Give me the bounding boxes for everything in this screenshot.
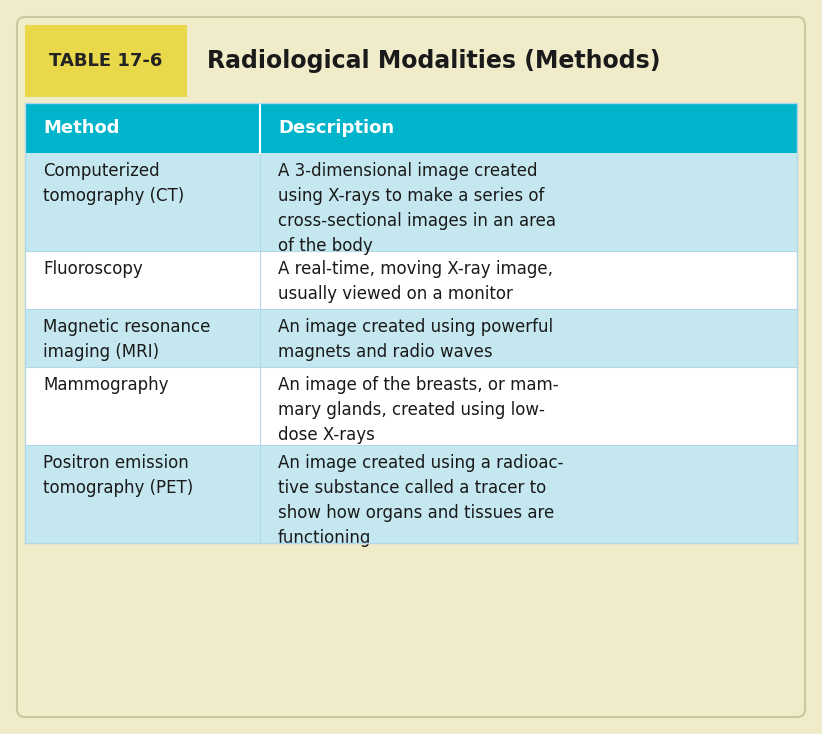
Bar	[25, 309, 797, 367]
Bar	[25, 103, 797, 153]
FancyBboxPatch shape	[25, 25, 187, 97]
Text: Radiological Modalities (Methods): Radiological Modalities (Methods)	[207, 49, 661, 73]
Text: Fluoroscopy: Fluoroscopy	[43, 260, 143, 278]
Text: An image created using a radioac-
tive substance called a tracer to
show how org: An image created using a radioac- tive s…	[278, 454, 564, 547]
Text: A 3-dimensional image created
using X-rays to make a series of
cross-sectional i: A 3-dimensional image created using X-ra…	[278, 162, 556, 255]
Bar	[25, 367, 797, 445]
Text: TABLE 17-6: TABLE 17-6	[49, 52, 163, 70]
Bar	[25, 103, 797, 543]
Text: Mammography: Mammography	[43, 376, 169, 394]
FancyBboxPatch shape	[17, 17, 805, 717]
Text: An image created using powerful
magnets and radio waves: An image created using powerful magnets …	[278, 318, 553, 361]
Text: Computerized
tomography (CT): Computerized tomography (CT)	[43, 162, 184, 205]
Text: A real-time, moving X-ray image,
usually viewed on a monitor: A real-time, moving X-ray image, usually…	[278, 260, 553, 303]
Text: Magnetic resonance
imaging (MRI): Magnetic resonance imaging (MRI)	[43, 318, 210, 361]
Bar	[25, 153, 797, 251]
Bar	[25, 445, 797, 543]
Text: Description: Description	[278, 119, 394, 137]
Text: An image of the breasts, or mam-
mary glands, created using low-
dose X-rays: An image of the breasts, or mam- mary gl…	[278, 376, 559, 444]
Text: Method: Method	[43, 119, 119, 137]
Bar	[25, 251, 797, 309]
Text: Positron emission
tomography (PET): Positron emission tomography (PET)	[43, 454, 193, 497]
